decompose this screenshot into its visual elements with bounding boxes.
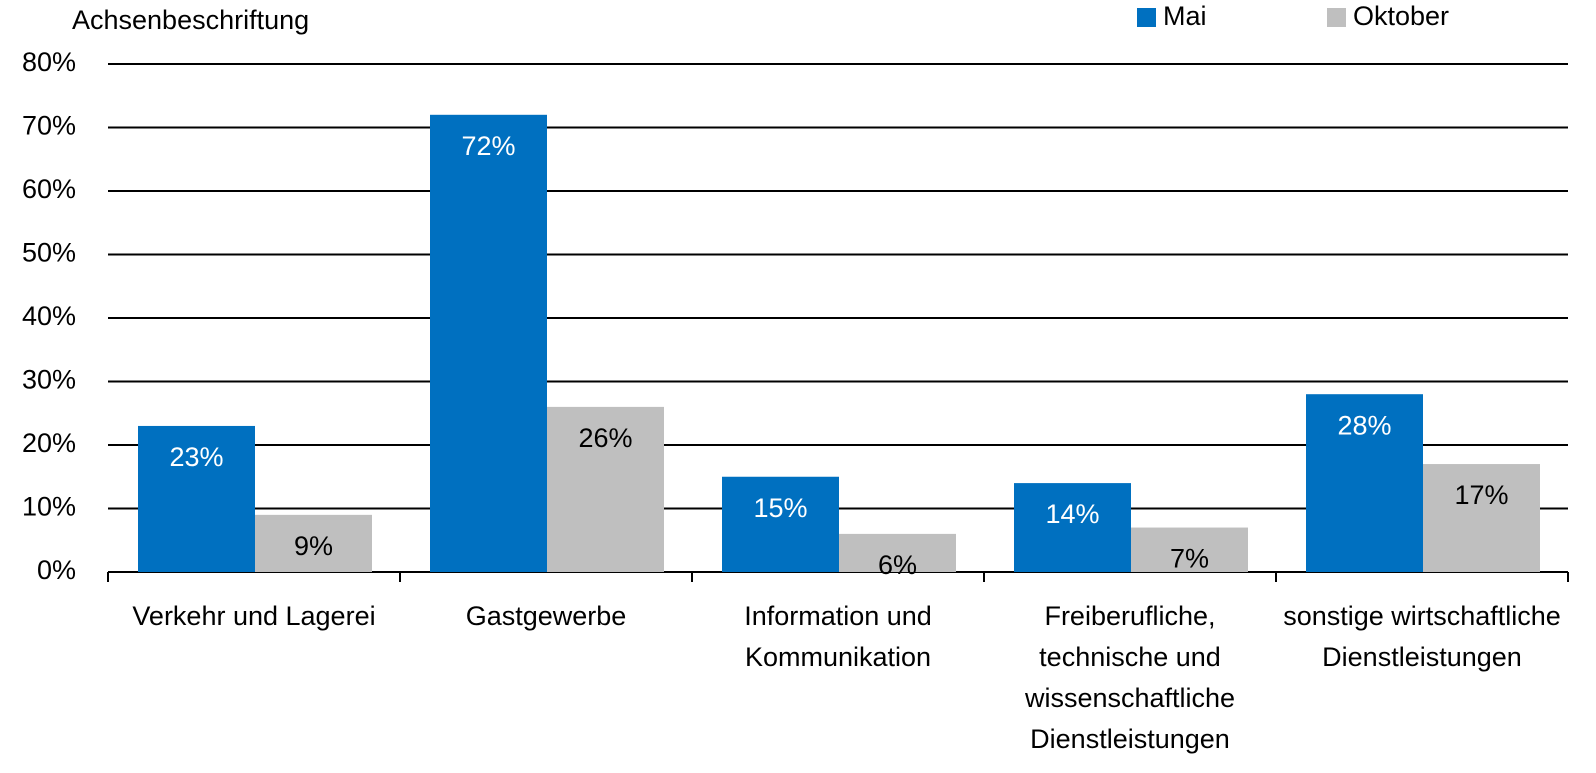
data-label: 15% (753, 493, 807, 523)
y-tick-label: 40% (22, 301, 76, 331)
x-tick-label: sonstige wirtschaftliche Dienstleistunge… (1283, 601, 1561, 672)
y-tick-label: 0% (37, 555, 76, 585)
data-label: 9% (294, 531, 333, 561)
x-tick-label: Freiberufliche, technische und wissensch… (1024, 601, 1236, 754)
data-label: 26% (578, 423, 632, 453)
bar (722, 476, 839, 572)
axis-title: Achsenbeschriftung (72, 5, 309, 35)
legend-swatch (1137, 8, 1156, 27)
data-label: 17% (1454, 480, 1508, 510)
x-tick-label: Gastgewerbe (465, 601, 627, 631)
bar (839, 533, 956, 572)
legend-swatch (1327, 8, 1346, 27)
bar (430, 114, 547, 573)
legend-label: Mai (1163, 1, 1207, 31)
data-label: 72% (461, 131, 515, 161)
y-tick-label: 70% (22, 111, 76, 141)
x-tick-label: Information und Kommunikation (744, 601, 932, 672)
y-tick-label: 50% (22, 238, 76, 268)
bar (1131, 527, 1248, 572)
data-label: 7% (1170, 544, 1209, 574)
bar (547, 406, 664, 572)
data-label: 14% (1045, 499, 1099, 529)
y-tick-label: 20% (22, 428, 76, 458)
data-label: 23% (169, 442, 223, 472)
y-tick-label: 10% (22, 492, 76, 522)
bar (138, 425, 255, 572)
data-label: 28% (1337, 410, 1391, 440)
bar (1014, 483, 1131, 572)
y-tick-label: 60% (22, 174, 76, 204)
bar (1423, 464, 1540, 572)
legend-label: Oktober (1353, 1, 1449, 31)
y-tick-label: 80% (22, 47, 76, 77)
data-label: 6% (878, 550, 917, 580)
bar (255, 514, 372, 572)
y-tick-label: 30% (22, 365, 76, 395)
bar (1306, 394, 1423, 572)
x-tick-label: Verkehr und Lagerei (132, 601, 376, 631)
